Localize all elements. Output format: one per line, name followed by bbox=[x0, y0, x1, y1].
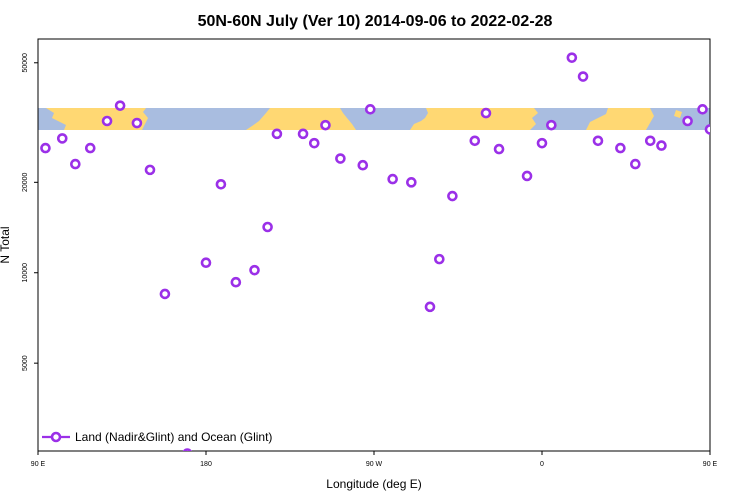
data-point bbox=[656, 140, 667, 151]
data-point bbox=[364, 104, 376, 115]
ocean-atlantic bbox=[340, 108, 428, 130]
ocean-indian-west bbox=[38, 108, 66, 130]
chart-title: 50N-60N July (Ver 10) 2014-09-06 to 2022… bbox=[198, 13, 553, 30]
data-point bbox=[159, 288, 171, 300]
x-tick-label: 180 bbox=[200, 461, 212, 468]
x-tick-label: 90 E bbox=[31, 461, 46, 468]
data-point bbox=[40, 142, 51, 154]
data-point bbox=[723, 157, 731, 165]
data-point bbox=[131, 117, 143, 129]
data-point bbox=[70, 158, 81, 170]
world-map-band bbox=[38, 108, 710, 130]
x-tick-label: 90 W bbox=[366, 461, 383, 468]
data-point bbox=[262, 221, 273, 233]
coast-uk bbox=[430, 110, 437, 119]
coast-japan bbox=[134, 110, 142, 118]
y-tick-label: 5000 bbox=[22, 355, 29, 371]
data-point bbox=[738, 137, 746, 145]
data-point bbox=[434, 253, 445, 265]
y-tick-label: 20000 bbox=[22, 172, 29, 192]
y-axis-label: N Total bbox=[0, 226, 12, 263]
data-point bbox=[387, 173, 398, 185]
data-point bbox=[566, 52, 578, 63]
data-point bbox=[249, 264, 260, 276]
data-point bbox=[697, 104, 708, 115]
data-point bbox=[308, 137, 320, 149]
x-tick-label: 0 bbox=[540, 461, 544, 468]
data-point bbox=[215, 178, 227, 190]
data-point bbox=[320, 119, 331, 131]
coast-japan-east bbox=[674, 110, 682, 118]
y-axis: 5000 10000 20000 50000 bbox=[22, 53, 38, 371]
data-point bbox=[114, 100, 126, 111]
data-point bbox=[577, 71, 589, 82]
data-point bbox=[101, 115, 113, 127]
legend-marker bbox=[50, 431, 62, 443]
legend-label: Land (Nadir&Glint) and Ocean (Glint) bbox=[75, 430, 272, 444]
data-point bbox=[644, 135, 656, 147]
data-point bbox=[592, 135, 604, 147]
ocean-pacific-east bbox=[646, 108, 710, 130]
x-tick-label: 90 E bbox=[703, 461, 718, 468]
data-point bbox=[56, 133, 68, 144]
data-point bbox=[615, 142, 626, 154]
data-point bbox=[546, 119, 557, 131]
data-point bbox=[469, 135, 481, 147]
data-point bbox=[424, 301, 436, 313]
x-axis-label: Longitude (deg E) bbox=[326, 477, 421, 491]
data-point bbox=[182, 448, 192, 451]
data-point bbox=[200, 257, 212, 268]
legend: Land (Nadir&Glint) and Ocean (Glint) bbox=[42, 430, 272, 444]
data-point bbox=[84, 142, 96, 154]
data-point bbox=[230, 276, 242, 288]
data-point bbox=[144, 164, 156, 176]
data-point bbox=[357, 159, 369, 171]
ocean-pacific bbox=[142, 108, 270, 130]
data-point bbox=[480, 107, 492, 119]
data-point bbox=[271, 128, 283, 140]
y-tick-label: 50000 bbox=[22, 53, 29, 73]
data-point bbox=[682, 115, 693, 127]
data-points bbox=[40, 52, 746, 451]
plot-frame bbox=[37, 38, 711, 452]
data-point bbox=[297, 128, 309, 140]
data-point bbox=[406, 177, 417, 188]
data-point bbox=[630, 158, 641, 170]
data-point bbox=[447, 190, 458, 202]
data-point bbox=[536, 137, 548, 149]
data-point bbox=[493, 143, 505, 155]
data-point bbox=[521, 170, 533, 182]
y-tick-label: 10000 bbox=[22, 263, 29, 283]
data-point bbox=[704, 124, 710, 135]
data-point bbox=[335, 153, 346, 164]
